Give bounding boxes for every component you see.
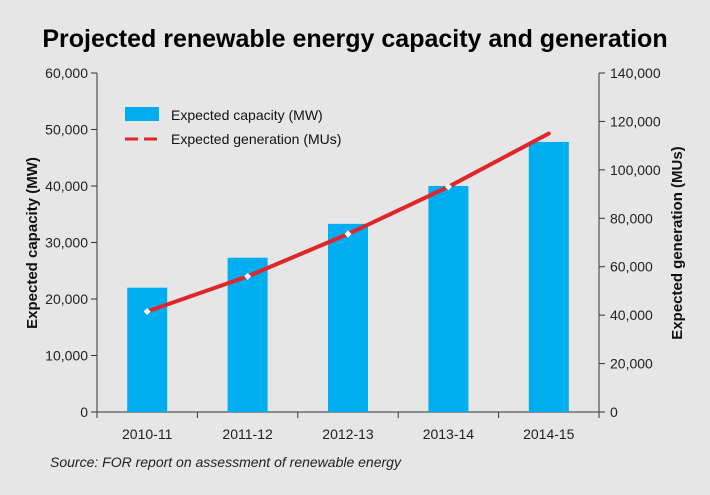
x-axis-ticks: 2010-11 2011-12 2012-13 2013-14 2014-15: [96, 412, 600, 442]
y-tick-label: 50,000: [45, 122, 88, 138]
bar-2013-14: [428, 186, 469, 412]
x-tick-label: 2014-15: [523, 426, 575, 442]
generation-point-2012-13: [344, 230, 352, 238]
x-tick-label: 2012-13: [322, 426, 374, 442]
y-tick-label: 40,000: [45, 178, 88, 194]
generation-point-2010-11: [143, 307, 151, 316]
x-tick-label: 2011-12: [222, 426, 273, 442]
y-axis-title: Expected capacity (MW): [24, 157, 41, 329]
y2-tick-label: 80,000: [610, 210, 653, 226]
legend-label-capacity: Expected capacity (MW): [171, 107, 323, 123]
legend: Expected capacity (MW) Expected generati…: [125, 107, 341, 147]
y2-tick-label: 140,000: [610, 65, 661, 81]
bar-2012-13: [328, 223, 368, 412]
bar-2014-15: [528, 141, 569, 412]
line-series: [143, 131, 551, 316]
y2-axis-title: Expected generation (MUs): [669, 146, 686, 339]
y2-tick-label: 20,000: [610, 356, 653, 372]
right-axis-ticks: 0 20,000 40,000 60,000 80,000 100,000 120,000 1…: [599, 65, 661, 420]
x-tick-label: 2010-11: [122, 426, 173, 442]
generation-point-2013-14: [444, 183, 452, 191]
chart-title: Projected renewable energy capacity and …: [42, 25, 667, 53]
left-axis-ticks: 0 10,000 20,000 30,000 40,000 50,000 60,000: [45, 65, 97, 420]
y-tick-label: 20,000: [45, 291, 88, 307]
y2-tick-label: 100,000: [610, 162, 661, 178]
bar-series: [127, 141, 569, 412]
source-note: Source: FOR report on assessment of rene…: [50, 454, 402, 470]
y2-tick-label: 40,000: [610, 307, 653, 323]
y-tick-label: 10,000: [45, 348, 88, 364]
y-tick-label: 0: [80, 404, 88, 420]
bar-2011-12: [227, 257, 268, 412]
y2-tick-label: 120,000: [610, 113, 661, 129]
legend-label-generation: Expected generation (MUs): [171, 131, 341, 147]
generation-point-2011-12: [244, 272, 252, 280]
y-tick-label: 30,000: [45, 235, 88, 251]
y2-tick-label: 0: [610, 404, 618, 420]
y-tick-label: 60,000: [45, 65, 88, 81]
y2-tick-label: 60,000: [610, 259, 653, 275]
legend-swatch-capacity: [125, 107, 159, 121]
x-tick-label: 2013-14: [423, 426, 475, 442]
